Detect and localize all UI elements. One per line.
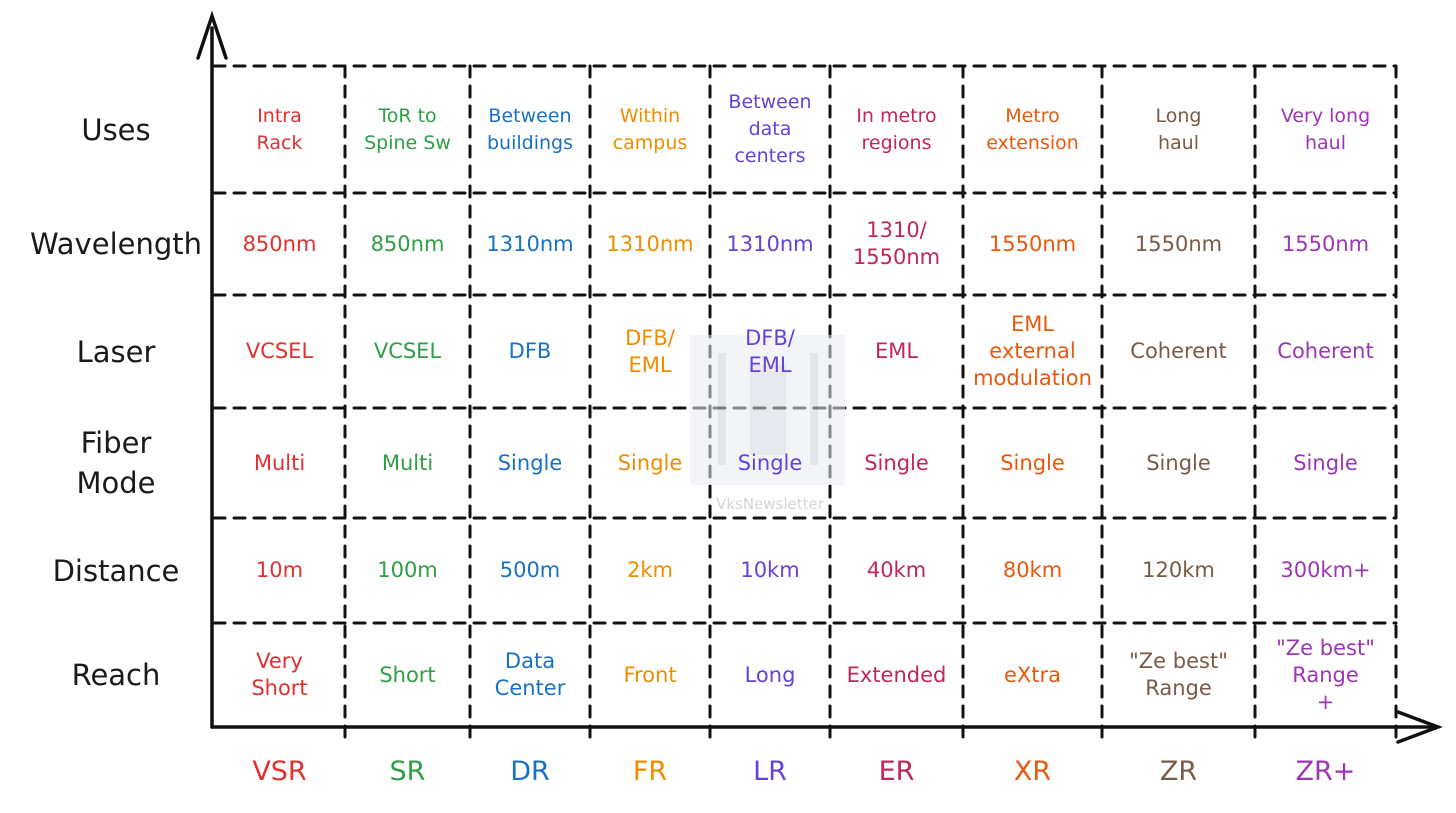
table-cell: EML [874, 339, 919, 363]
table-cell: 1310nm [726, 231, 814, 256]
table-cell: Long [744, 662, 796, 687]
y-axis-arrow-icon [196, 10, 228, 60]
column-label: FR [632, 755, 668, 787]
table-cell: "Ze best" Range [1129, 649, 1228, 700]
table-cell: Coherent [1130, 339, 1227, 363]
table-cell: DFB/ EML [745, 325, 795, 377]
table-cell: 1310/ 1550nm [852, 218, 941, 269]
table-cell: Single [1293, 450, 1358, 475]
table-cell: 80km [1002, 558, 1063, 582]
table-cell: 850nm [370, 231, 445, 256]
table-cell: Short [379, 662, 436, 687]
row-label: Uses [81, 112, 151, 147]
row-label: Reach [71, 658, 161, 692]
table-cell: Single [1000, 450, 1065, 475]
table-cell: 40km [866, 558, 927, 582]
table-cell: Between data centers [728, 91, 812, 167]
table-cell: 1310nm [606, 231, 694, 256]
watermark-logo-icon [690, 335, 845, 485]
column-label: DR [510, 755, 550, 787]
x-axis-arrow-icon [1396, 710, 1443, 744]
table-cell: 300km+ [1280, 558, 1371, 582]
table-cell: Intra Rack [256, 104, 303, 154]
table-cell: Between buildings [486, 104, 573, 154]
table-cell: Front [623, 662, 677, 687]
table-cell: Single [497, 450, 563, 475]
table-cell: 1550nm [1134, 231, 1223, 256]
column-label: ER [878, 755, 915, 787]
table-cell: Single [737, 450, 803, 475]
table-cell: ToR to Spine Sw [364, 104, 451, 154]
table-cell: Metro extension [986, 104, 1079, 154]
table-cell: 850nm [242, 231, 317, 256]
row-label: Wavelength [29, 227, 203, 261]
table-cell: VCSEL [373, 339, 442, 363]
table-cell: Very long haul [1280, 104, 1371, 154]
table-cell: "Ze best" Range + [1276, 635, 1375, 714]
table-cell: Data Center [494, 649, 566, 700]
table-cell: 120km [1142, 558, 1215, 582]
table-cell: Single [1146, 450, 1211, 475]
table-cell: Within campus [612, 104, 688, 154]
table-cell: 1550nm [1281, 231, 1370, 256]
table-cell: Single [864, 450, 929, 475]
table-cell: 10km [740, 558, 800, 582]
row-label: Fiber Mode [76, 426, 156, 500]
row-label: Distance [52, 553, 180, 588]
column-label: XR [1013, 755, 1052, 787]
table-cell: In metro regions [856, 104, 937, 154]
table-cell: 500m [499, 558, 561, 582]
table-cell: 2km [627, 558, 673, 582]
column-label: SR [389, 755, 426, 787]
column-label: LR [753, 755, 787, 787]
column-label: VSR [252, 755, 307, 787]
table-cell: Very Short [251, 649, 308, 700]
table-cell: 1310nm [486, 231, 574, 256]
row-label: Laser [76, 334, 156, 369]
table-cell: eXtra [1003, 662, 1062, 687]
table-cell: Single [617, 450, 683, 475]
table-cell: Extended [846, 662, 947, 687]
table-cell: Multi [381, 450, 434, 475]
watermark-text: VksNewsletter [716, 495, 824, 513]
table-cell: 10m [255, 558, 304, 582]
table-cell: Multi [253, 450, 306, 475]
column-label: ZR [1159, 755, 1198, 787]
column-label: ZR+ [1295, 755, 1356, 787]
table-cell: DFB/ EML [625, 325, 675, 377]
table-cell: Coherent [1277, 339, 1374, 363]
table-cell: DFB [508, 339, 552, 363]
table-cell: 100m [377, 558, 438, 582]
table-cell: EML external modulation [973, 312, 1092, 390]
table-cell: 1550nm [988, 231, 1077, 256]
table-cell: Long haul [1155, 104, 1202, 154]
table-cell: VCSEL [245, 339, 314, 363]
